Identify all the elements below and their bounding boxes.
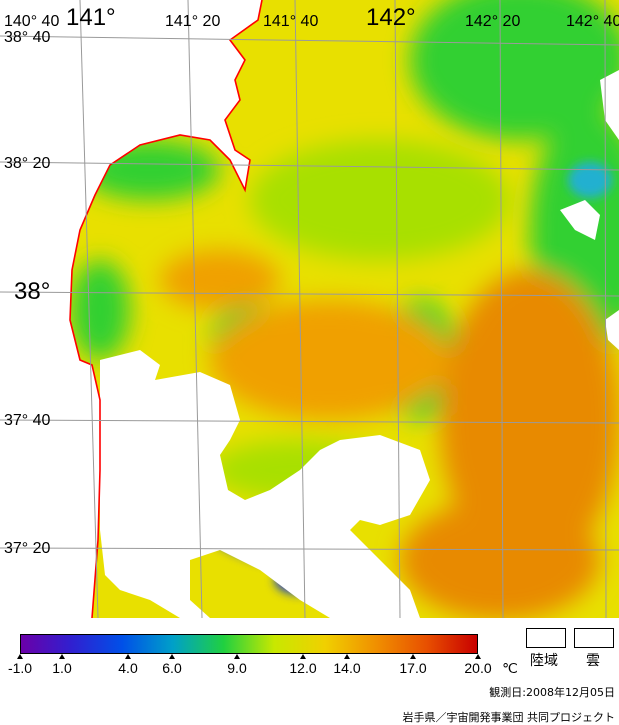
graticule [0, 0, 619, 618]
sst-map: 140° 40 141° 141° 20 141° 40 142° 142° 2… [0, 0, 619, 618]
lat-label: 38° 40 [4, 29, 51, 46]
land-key-label: 陸域 [530, 653, 558, 669]
credit-line: 岩手県／宇宙開発事業団 共同プロジェクト [402, 711, 616, 724]
land-key-swatch [526, 628, 566, 648]
lon-label: 141° 20 [165, 13, 221, 30]
lat-label: 37° 20 [4, 540, 51, 557]
tick-mark [234, 654, 240, 659]
tick-label: 4.0 [118, 660, 138, 676]
lon-label: 142° 40 [566, 13, 619, 30]
tick-label: 17.0 [399, 660, 427, 676]
lon-label: 141° 40 [263, 13, 319, 30]
tick-label: 9.0 [227, 660, 247, 676]
observation-date: 観測日:2008年12月05日 [489, 686, 615, 699]
cloud-key-label: 雲 [586, 653, 600, 669]
lon-label: 142° 20 [465, 13, 521, 30]
lat-label: 37° 40 [4, 412, 51, 429]
tick-mark [410, 654, 416, 659]
cloud-key-swatch [574, 628, 614, 648]
tick-mark [125, 654, 131, 659]
lon-label: 142° [366, 4, 416, 31]
tick-mark [17, 654, 23, 659]
sst-map-image [0, 0, 619, 618]
coastline [69, 0, 263, 618]
tick-mark [344, 654, 350, 659]
tick-label: 12.0 [289, 660, 317, 676]
tick-label: -1.0 [7, 660, 33, 676]
tick-mark [169, 654, 175, 659]
tick-label: 20.0 [464, 660, 492, 676]
lon-label: 141° [66, 4, 116, 31]
lat-label: 38° [14, 278, 51, 305]
temperature-colorbar [20, 634, 478, 654]
lat-label: 38° 20 [4, 155, 51, 172]
tick-mark [59, 654, 65, 659]
unit-label: ℃ [502, 660, 518, 676]
tick-label: 14.0 [333, 660, 361, 676]
tick-label: 6.0 [162, 660, 182, 676]
tick-mark [300, 654, 306, 659]
tick-mark [475, 654, 481, 659]
lon-label: 140° 40 [4, 13, 60, 30]
tick-label: 1.0 [52, 660, 72, 676]
